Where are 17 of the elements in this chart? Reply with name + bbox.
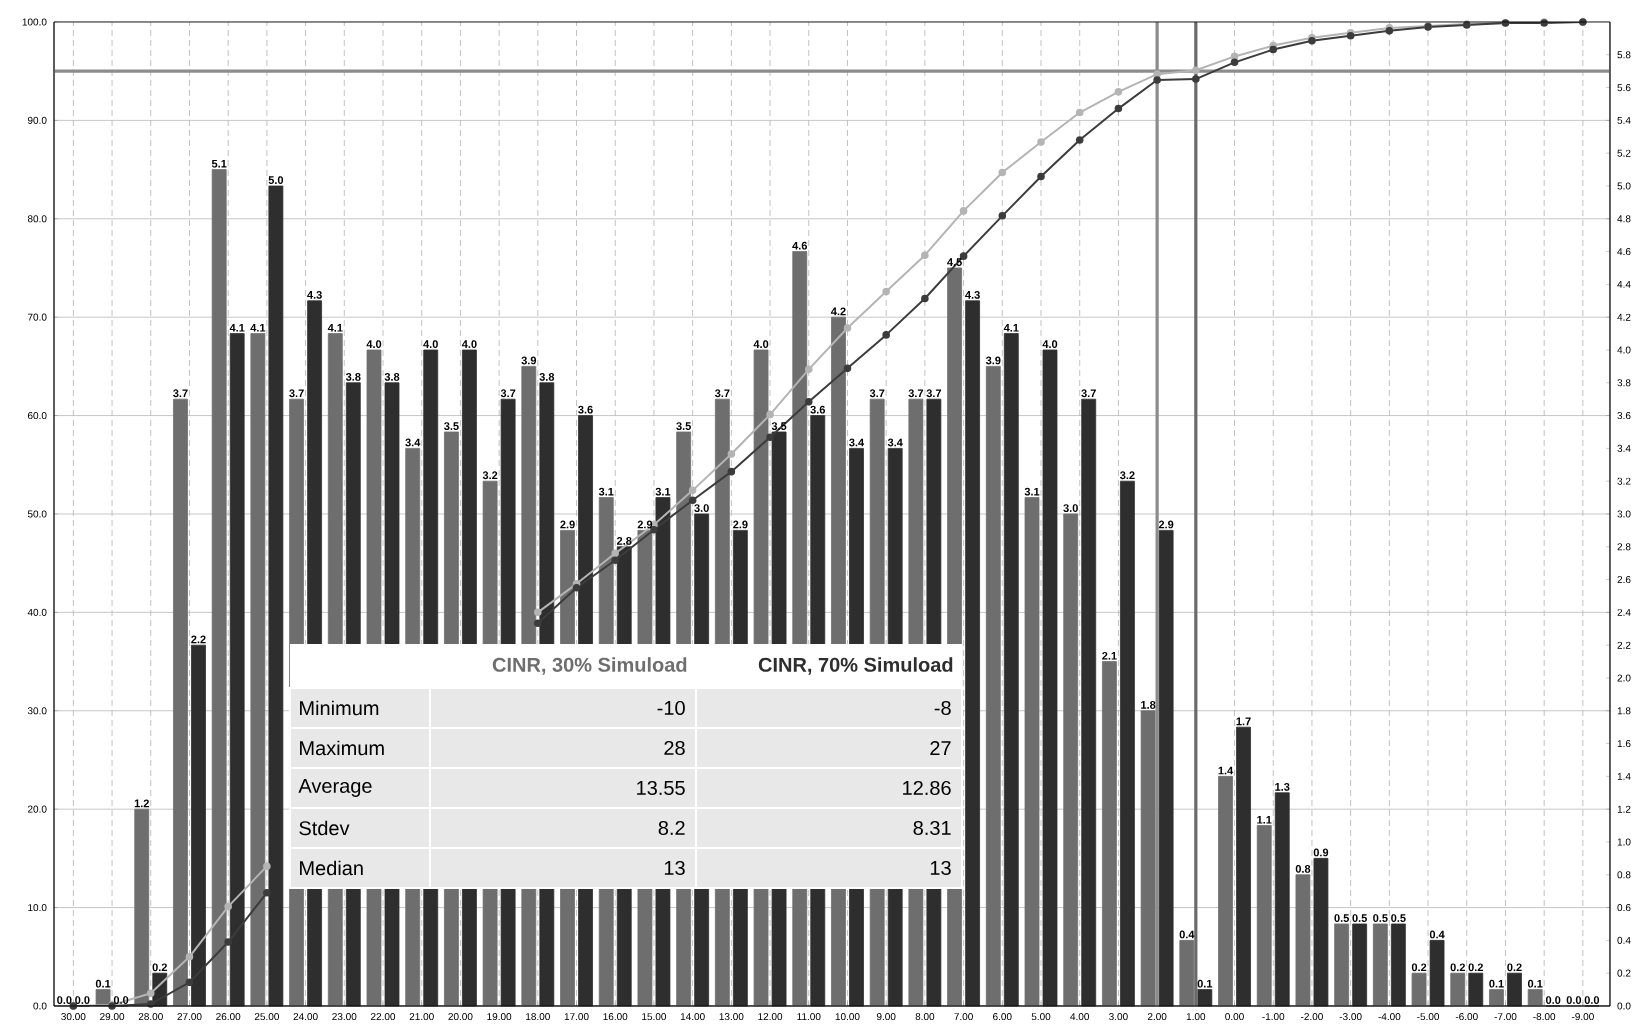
annotation: 8.31: [913, 820, 951, 836]
annotation: Maximum: [300, 740, 384, 756]
series-label: CINR, 70% Simuload: [758, 657, 953, 675]
annotation: 27: [930, 741, 951, 755]
annotation: Median: [300, 860, 363, 876]
annotation: Minimum: [300, 700, 379, 716]
annotation: 13.55: [637, 780, 685, 796]
annotation: 12.86: [903, 780, 951, 796]
annotation: Average: [298, 779, 372, 797]
series-label: CINR, 30% Simuload: [492, 657, 687, 675]
annotation: 28: [664, 740, 685, 756]
annotation: 8.2: [658, 820, 685, 836]
annotation: -8: [934, 700, 951, 716]
annotation: -10: [657, 700, 685, 716]
annotation: 13: [930, 860, 951, 876]
annotation: 13: [664, 860, 685, 876]
annotation: Stdev: [299, 820, 350, 836]
